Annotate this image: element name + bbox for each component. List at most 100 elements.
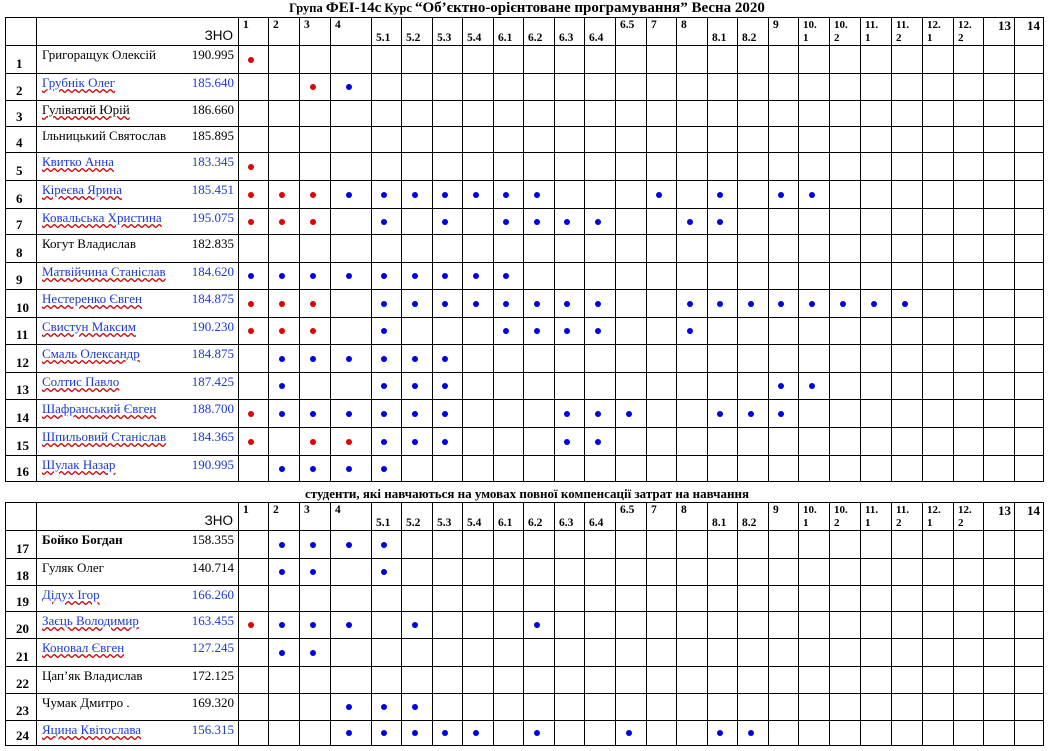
mark-cell: [462, 208, 494, 235]
mark-cell: [554, 455, 585, 482]
red-dot-mark: [248, 191, 254, 198]
mark-cell: [829, 126, 861, 153]
mark-cell: [829, 693, 861, 721]
blue-dot-mark: [412, 410, 418, 417]
column-sublabel: 6.2: [528, 32, 543, 44]
column-header: 5.2: [401, 502, 433, 531]
mark-cell: [299, 100, 331, 127]
row-number-cell: 17: [5, 530, 37, 559]
header-num-cell: [5, 17, 37, 46]
mark-cell: [584, 585, 616, 612]
mark-cell: [798, 720, 830, 746]
mark-cell: [707, 152, 738, 181]
mark-cell: [432, 317, 463, 345]
mark-cell: [462, 180, 494, 209]
mark-cell: [238, 720, 269, 746]
mark-cell: [922, 372, 954, 400]
mark-cell: [462, 317, 494, 345]
mark-cell: [615, 427, 647, 456]
mark-cell: [615, 45, 647, 74]
student-cell: Кіреєва Ярина 185.451: [36, 180, 239, 209]
mark-cell: [891, 152, 923, 181]
mark-cell: [238, 666, 269, 694]
column-label: 3: [304, 504, 310, 516]
student-name: Яцина Квітослава: [42, 722, 142, 737]
blue-dot-mark: [809, 300, 815, 307]
mark-cell: [615, 693, 647, 721]
mark-cell: [299, 585, 331, 612]
student-row: 7 Ковальська Христина 195.075: [5, 208, 1044, 235]
mark-cell: [676, 152, 708, 181]
blue-dot-mark: [564, 300, 570, 307]
blue-dot-mark: [279, 410, 285, 417]
column-label: 12. 1: [927, 504, 941, 529]
mark-cell: [268, 262, 300, 290]
mark-cell: [268, 180, 300, 209]
student-name: Бойко Богдан: [42, 532, 123, 547]
student-name: Когут Владислав: [42, 236, 136, 251]
mark-cell: [798, 666, 830, 694]
mark-cell: [798, 372, 830, 400]
mark-cell: [983, 152, 1015, 181]
column-header: 6.4: [584, 502, 616, 531]
mark-cell: [299, 262, 331, 290]
student-row: 22 Цап’як Владислав 172.125: [5, 666, 1044, 694]
zno-score: 185.451: [191, 182, 234, 197]
mark-cell: [330, 720, 372, 746]
blue-dot-mark: [381, 438, 387, 445]
mark-cell: [268, 611, 300, 639]
column-label: 10. 1: [803, 504, 817, 529]
zno-score: 186.660: [191, 102, 234, 117]
mark-cell: [646, 152, 677, 181]
header-row: ЗНО 1 2 3 4 5.1 5.2 5.3 5.4 6.1 6.2 6.3 6.4 6.5 7 8 8.1 8…: [5, 502, 1044, 531]
mark-cell: [268, 152, 300, 181]
student-row: 18 Гуляк Олег 140.714: [5, 558, 1044, 586]
mark-cell: [646, 720, 677, 746]
mark-cell: [860, 45, 892, 74]
mark-cell: [707, 234, 738, 263]
mark-cell: [953, 611, 984, 639]
mark-cell: [983, 693, 1015, 721]
blue-dot-mark: [381, 300, 387, 307]
student-cell: Шафранський Євген 188.700: [36, 399, 239, 428]
mark-cell: [737, 126, 769, 153]
mark-cell: [523, 317, 555, 345]
mark-cell: [983, 638, 1015, 667]
mark-cell: [768, 399, 799, 428]
mark-cell: [953, 558, 984, 586]
mark-cell: [860, 180, 892, 209]
column-label: 11. 1: [865, 19, 879, 44]
mark-cell: [554, 399, 585, 428]
mark-cell: [401, 530, 433, 559]
mark-cell: [554, 666, 585, 694]
blue-dot-mark: [809, 191, 815, 198]
mark-cell: [554, 558, 585, 586]
mark-cell: [983, 399, 1015, 428]
blue-dot-mark: [381, 383, 387, 389]
mark-cell: [860, 720, 892, 746]
mark-cell: [371, 208, 402, 235]
mark-cell: [922, 611, 954, 639]
student-row: 6 Кіреєва Ярина 185.451: [5, 180, 1044, 209]
mark-cell: [554, 208, 585, 235]
blue-dot-mark: [412, 730, 418, 736]
mark-cell: [493, 693, 524, 721]
mark-cell: [523, 100, 555, 127]
mark-cell: [238, 289, 269, 318]
red-dot-mark: [310, 218, 316, 225]
student-cell: Солтис Павло 187.425: [36, 372, 239, 400]
blue-dot-mark: [503, 273, 509, 279]
mark-cell: [493, 399, 524, 428]
mark-cell: [330, 427, 372, 456]
mark-cell: [554, 611, 585, 639]
column-sublabel: 6.1: [498, 517, 513, 529]
mark-cell: [238, 427, 269, 456]
blue-dot-mark: [778, 300, 784, 307]
mark-cell: [922, 289, 954, 318]
column-header: 8.1: [707, 502, 738, 531]
student-name: Нестеренко Євген: [42, 291, 142, 306]
row-number: 16: [16, 464, 29, 479]
column-label: 10. 2: [834, 19, 848, 44]
zno-score: 163.455: [191, 613, 234, 628]
mark-cell: [953, 638, 984, 667]
